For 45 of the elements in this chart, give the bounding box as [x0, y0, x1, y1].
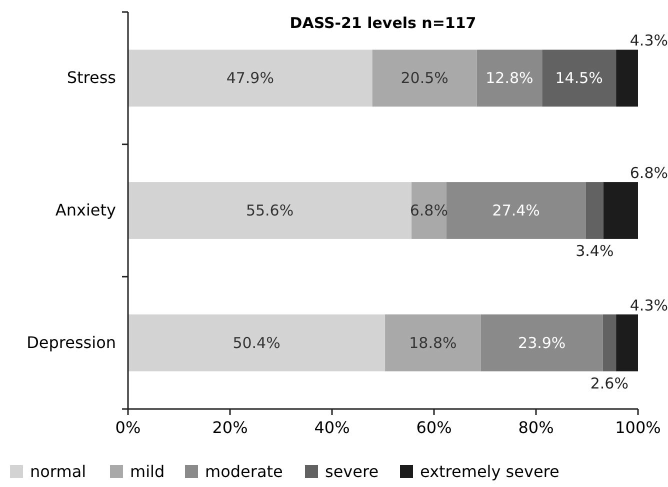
data-label: 50.4%	[232, 334, 280, 352]
data-label: 4.3%	[630, 296, 668, 314]
data-label: 47.9%	[226, 69, 274, 88]
bar	[128, 182, 412, 239]
data-label: 55.6%	[246, 202, 294, 220]
bar	[542, 50, 616, 107]
bar	[616, 50, 638, 107]
bar	[372, 50, 477, 107]
legend-label: moderate	[205, 462, 283, 481]
y-tick-label: Depression	[26, 332, 116, 352]
bar	[602, 314, 616, 372]
legend-label: severe	[325, 462, 379, 481]
data-label: 23.9%	[518, 334, 566, 352]
y-tick-label: Anxiety	[55, 200, 116, 220]
bar	[385, 314, 481, 372]
data-label: 27.4%	[492, 202, 540, 220]
bar	[446, 182, 586, 239]
x-tick-label: 40%	[314, 418, 350, 437]
data-label: 14.5%	[555, 69, 603, 88]
legend-label: normal	[30, 462, 86, 481]
data-label: 6.8%	[410, 202, 448, 220]
data-label: 6.8%	[630, 164, 668, 182]
x-tick-label: 60%	[416, 418, 452, 437]
x-tick-label: 100%	[615, 418, 661, 437]
data-label: 12.8%	[486, 69, 534, 88]
data-label: 18.8%	[409, 334, 457, 352]
legend-label: mild	[130, 462, 165, 481]
bar	[616, 314, 638, 372]
bar	[128, 50, 372, 107]
bar	[412, 182, 446, 239]
data-label: 2.6%	[590, 374, 628, 392]
bar	[128, 314, 386, 372]
data-label: 3.4%	[576, 242, 614, 260]
x-tick-label: 0%	[115, 418, 141, 437]
bar	[476, 50, 542, 107]
data-label: 20.5%	[400, 69, 448, 88]
x-tick-label: 80%	[518, 418, 554, 437]
x-tick-label: 20%	[212, 418, 248, 437]
legend-label: extremely severe	[420, 462, 560, 481]
y-tick-label: Stress	[66, 68, 116, 88]
data-label: 4.3%	[630, 32, 668, 50]
bar	[586, 182, 604, 239]
chart-title: DASS-21 levels n=117	[290, 14, 476, 32]
bar	[603, 182, 638, 239]
bar	[480, 314, 603, 372]
